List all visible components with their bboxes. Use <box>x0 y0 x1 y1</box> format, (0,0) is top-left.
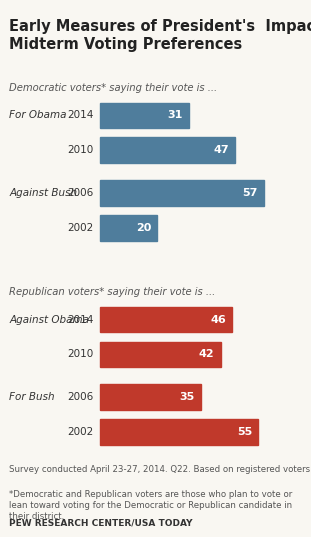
Text: For Obama: For Obama <box>9 111 67 120</box>
Text: 2014: 2014 <box>67 315 93 324</box>
Text: 46: 46 <box>210 315 226 324</box>
FancyBboxPatch shape <box>100 384 201 410</box>
Text: PEW RESEARCH CENTER/USA TODAY: PEW RESEARCH CENTER/USA TODAY <box>9 518 193 527</box>
Text: 47: 47 <box>213 146 229 155</box>
FancyBboxPatch shape <box>100 180 264 206</box>
Text: 42: 42 <box>199 350 215 359</box>
FancyBboxPatch shape <box>100 103 189 128</box>
FancyBboxPatch shape <box>100 342 221 367</box>
Text: Against Bush: Against Bush <box>9 188 77 198</box>
Text: *Democratic and Republican voters are those who plan to vote or
lean toward voti: *Democratic and Republican voters are th… <box>9 490 293 521</box>
Text: Early Measures of President's  Impact on
Midterm Voting Preferences: Early Measures of President's Impact on … <box>9 19 311 53</box>
Text: Democratic voters* saying their vote is ...: Democratic voters* saying their vote is … <box>9 83 217 93</box>
Text: 20: 20 <box>136 223 151 233</box>
Text: 2002: 2002 <box>67 427 93 437</box>
Text: 57: 57 <box>243 188 258 198</box>
Text: 2002: 2002 <box>67 223 93 233</box>
Text: 31: 31 <box>167 111 183 120</box>
Text: 2010: 2010 <box>67 350 93 359</box>
Text: Republican voters* saying their vote is ...: Republican voters* saying their vote is … <box>9 287 216 297</box>
Text: 2014: 2014 <box>67 111 93 120</box>
Text: For Bush: For Bush <box>9 393 55 402</box>
FancyBboxPatch shape <box>100 215 157 241</box>
FancyBboxPatch shape <box>100 307 232 332</box>
Text: 2010: 2010 <box>67 146 93 155</box>
FancyBboxPatch shape <box>100 137 235 163</box>
Text: 2006: 2006 <box>67 188 93 198</box>
FancyBboxPatch shape <box>100 419 258 445</box>
Text: 2006: 2006 <box>67 393 93 402</box>
Text: Against Obama: Against Obama <box>9 315 89 324</box>
Text: 35: 35 <box>179 393 194 402</box>
Text: 55: 55 <box>237 427 252 437</box>
Text: Survey conducted April 23-27, 2014. Q22. Based on registered voters.: Survey conducted April 23-27, 2014. Q22.… <box>9 465 311 474</box>
